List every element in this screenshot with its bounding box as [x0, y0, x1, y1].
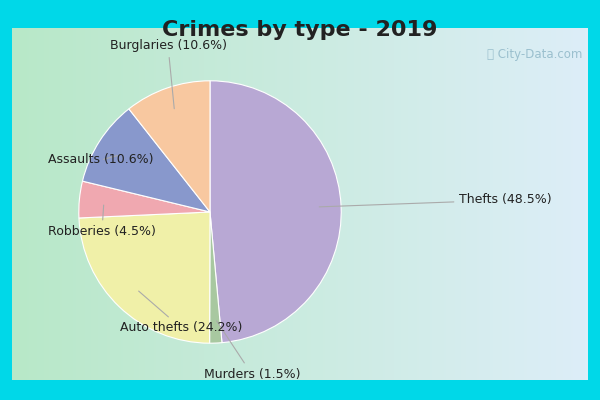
Wedge shape — [210, 81, 341, 343]
Text: Crimes by type - 2019: Crimes by type - 2019 — [163, 20, 437, 40]
Text: Burglaries (10.6%): Burglaries (10.6%) — [110, 39, 227, 109]
Wedge shape — [79, 212, 210, 343]
Text: Auto thefts (24.2%): Auto thefts (24.2%) — [120, 291, 242, 334]
Text: Robberies (4.5%): Robberies (4.5%) — [48, 205, 156, 238]
Text: Murders (1.5%): Murders (1.5%) — [204, 321, 300, 381]
Wedge shape — [129, 81, 210, 212]
Wedge shape — [209, 212, 222, 343]
Wedge shape — [79, 181, 210, 218]
Text: Thefts (48.5%): Thefts (48.5%) — [319, 194, 552, 207]
Text: ⓘ City-Data.com: ⓘ City-Data.com — [487, 48, 582, 61]
Text: Assaults (10.6%): Assaults (10.6%) — [48, 154, 154, 166]
Wedge shape — [82, 109, 210, 212]
